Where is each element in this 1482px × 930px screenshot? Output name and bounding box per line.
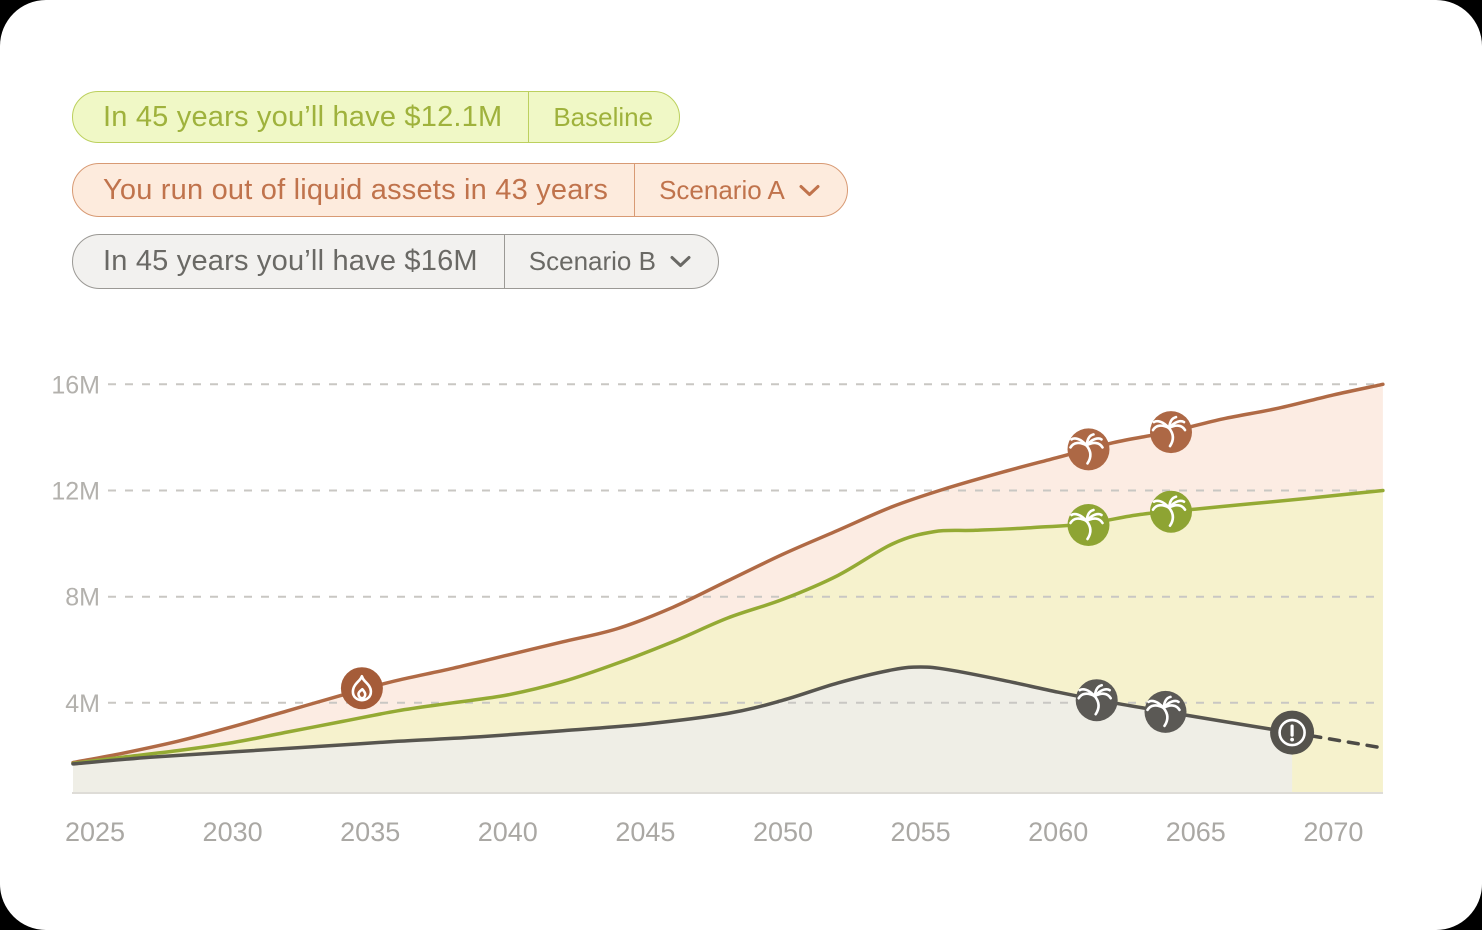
pill-scenario-b-label: Scenario B [528, 246, 656, 276]
gridlines: 16M 12M 8M 4M [51, 371, 1383, 718]
x-axis-tick-label: 2060 [1028, 817, 1088, 847]
area-scenario-a [73, 667, 1293, 792]
pill-scenario-a-label: Scenario A [659, 174, 785, 205]
x-axis-tick-label: 2045 [615, 817, 675, 847]
chevron-down-icon [798, 183, 821, 198]
pill-scenario-b-message: In 45 years you’ll have $16M [103, 245, 478, 277]
palm-icon[interactable] [1067, 428, 1110, 471]
pill-scenario-b-tag[interactable]: Scenario B [503, 235, 718, 288]
x-axis-tick-label: 2035 [340, 817, 400, 847]
pill-baseline-tag[interactable]: Baseline [528, 92, 679, 142]
pill-scenario-a-message: You run out of liquid assets in 43 years [103, 173, 609, 206]
palm-icon[interactable] [1150, 411, 1192, 454]
y-axis-tick-label: 8M [65, 584, 100, 612]
x-axis-tick-label: 2030 [203, 817, 263, 847]
palm-icon[interactable] [1067, 504, 1110, 546]
y-axis-tick-label: 12M [51, 477, 100, 505]
pill-scenario-a-tag[interactable]: Scenario A [634, 164, 847, 216]
event-markers [340, 411, 1315, 755]
pill-scenario-b[interactable]: In 45 years you’ll have $16M Scenario B [72, 234, 719, 289]
x-axis-tick-label: 2055 [891, 817, 951, 847]
y-axis-tick-label: 16M [51, 371, 100, 399]
x-axis-tick-label: 2040 [478, 817, 538, 847]
y-axis-tick-label: 4M [65, 690, 100, 718]
x-axis-tick-label: 2065 [1166, 817, 1226, 847]
x-axis-tick-label: 2050 [753, 817, 813, 847]
line-baseline [71, 488, 1385, 766]
pill-baseline-message: In 45 years you’ll have $12.1M [103, 100, 503, 133]
fire-icon[interactable] [340, 667, 383, 710]
x-axis-labels: 2025 2030 2035 2040 2045 2050 2055 2060 2065 2070 [65, 817, 1363, 847]
palm-icon[interactable] [1150, 490, 1192, 533]
pill-scenario-a[interactable]: You run out of liquid assets in 43 years… [72, 163, 848, 217]
pill-baseline[interactable]: In 45 years you’ll have $12.1M Baseline [72, 91, 681, 143]
chevron-down-icon [669, 254, 692, 269]
palm-icon[interactable] [1075, 679, 1118, 722]
alert-icon[interactable] [1270, 710, 1315, 755]
x-axis-tick-label: 2070 [1303, 817, 1363, 847]
pill-baseline-label: Baseline [553, 101, 654, 132]
palm-icon[interactable] [1144, 690, 1187, 733]
x-axis-tick-label: 2025 [65, 817, 125, 847]
